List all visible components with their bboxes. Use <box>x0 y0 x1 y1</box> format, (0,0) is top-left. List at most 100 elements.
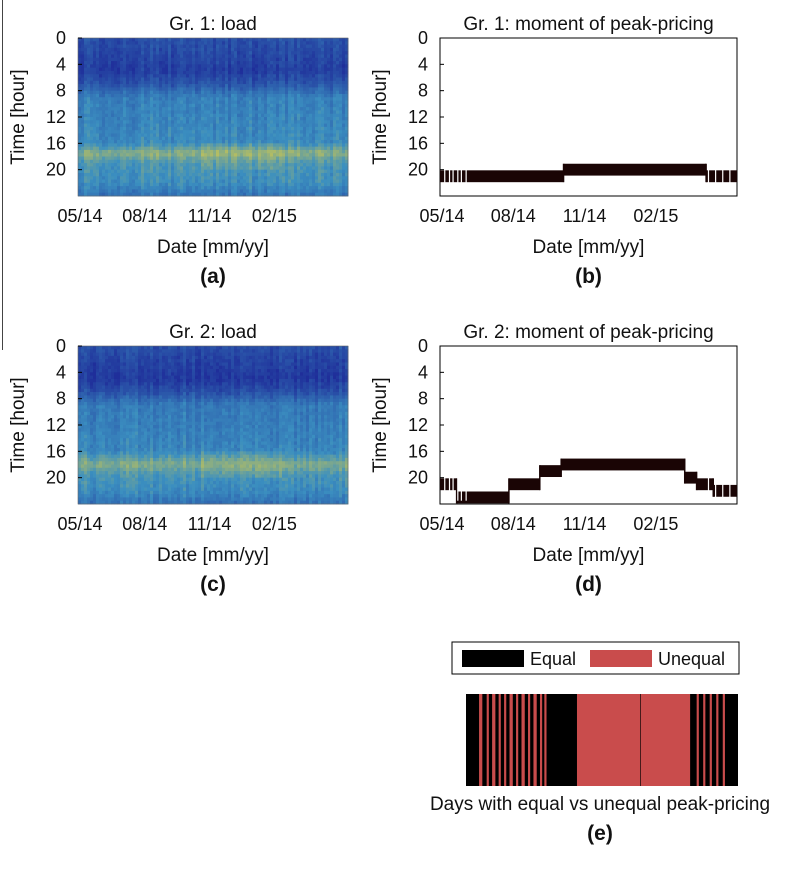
heatmap-cell <box>114 156 118 161</box>
heatmap-cell <box>345 133 349 138</box>
heatmap-cell <box>273 120 277 124</box>
heatmap-cell <box>99 156 103 161</box>
heatmap-cell <box>330 182 334 187</box>
heatmap-cell <box>183 80 187 85</box>
heatmap-cell <box>237 133 241 138</box>
heatmap-cell <box>120 133 124 138</box>
heatmap-cell <box>342 90 346 95</box>
heatmap-cell <box>204 153 208 157</box>
heatmap-cell <box>219 61 223 65</box>
heatmap-cell <box>168 57 172 62</box>
heatmap-cell <box>312 123 316 128</box>
heatmap-cell <box>276 100 280 105</box>
heatmap-cell <box>108 415 112 419</box>
heatmap-cell <box>192 136 196 141</box>
heatmap-cell <box>102 359 106 363</box>
heatmap-cell <box>231 70 235 75</box>
heatmap-cell <box>270 166 274 171</box>
heatmap-cell <box>258 140 262 144</box>
heatmap-cell <box>84 103 88 108</box>
heatmap-cell <box>78 156 82 161</box>
heatmap-cell <box>168 186 172 190</box>
heatmap-cell <box>225 159 229 164</box>
heatmap-cell <box>99 90 103 95</box>
heatmap-cell <box>171 192 175 197</box>
heatmap-cell <box>336 44 340 49</box>
heatmap-cell <box>183 51 187 55</box>
heatmap-cell <box>315 67 319 72</box>
heatmap-cell <box>264 41 268 45</box>
heatmap-cell <box>309 61 313 65</box>
heatmap-cell <box>213 179 217 184</box>
panel-label: (b) <box>575 265 602 288</box>
heatmap-cell <box>99 87 103 92</box>
heatmap-cell <box>318 172 322 177</box>
heatmap-cell <box>114 117 118 121</box>
heatmap-cell <box>327 140 331 144</box>
heatmap-cell <box>228 67 232 72</box>
heatmap-cell <box>135 54 139 59</box>
heatmap-cell <box>189 84 193 88</box>
heatmap-cell <box>255 93 259 98</box>
heatmap-cell <box>345 149 349 154</box>
heatmap-cell <box>267 179 271 184</box>
heatmap-cell <box>300 146 304 151</box>
heatmap-cell <box>258 179 262 184</box>
heatmap-cell <box>201 172 205 177</box>
heatmap-cell <box>324 93 328 98</box>
heatmap-cell <box>291 146 295 151</box>
heatmap-cell <box>333 103 337 108</box>
heatmap-cell <box>255 103 259 108</box>
heatmap-cell <box>264 64 268 69</box>
heatmap-cell <box>141 153 145 157</box>
heatmap-cell <box>102 382 106 386</box>
heatmap-cell <box>117 84 121 88</box>
heatmap-cell <box>177 123 181 128</box>
heatmap-cell <box>285 84 289 88</box>
heatmap-cell <box>108 97 112 101</box>
heatmap-cell <box>102 176 106 180</box>
heatmap-cell <box>189 44 193 49</box>
heatmap-cell <box>306 74 310 78</box>
heatmap-cell <box>87 464 91 469</box>
heatmap-cell <box>102 401 106 406</box>
heatmap-cell <box>147 166 151 171</box>
heatmap-cell <box>273 67 277 72</box>
heatmap-cell <box>339 159 343 164</box>
heatmap-cell <box>294 192 298 197</box>
heatmap-cell <box>228 51 232 55</box>
heatmap-cell <box>255 182 259 187</box>
heatmap-cell <box>321 97 325 101</box>
heatmap-cell <box>150 100 154 105</box>
heatmap-cell <box>171 87 175 92</box>
heatmap-cell <box>324 156 328 161</box>
heatmap-cell <box>93 140 97 144</box>
heatmap-cell <box>240 126 244 131</box>
heatmap-cell <box>99 490 103 495</box>
heatmap-cell <box>90 362 94 367</box>
heatmap-cell <box>219 149 223 154</box>
heatmap-cell <box>264 172 268 177</box>
heatmap-cell <box>114 51 118 55</box>
heatmap-cell <box>90 369 94 373</box>
heatmap-cell <box>147 156 151 161</box>
heatmap-cell <box>144 103 148 108</box>
heatmap-cell <box>81 149 85 154</box>
heatmap-cell <box>273 87 277 92</box>
heatmap-cell <box>339 97 343 101</box>
heatmap-cell <box>246 74 250 78</box>
heatmap-cell <box>81 378 85 383</box>
heatmap-cell <box>105 159 109 164</box>
heatmap-cell <box>159 143 163 148</box>
heatmap-cell <box>303 117 307 121</box>
heatmap-cell <box>240 93 244 98</box>
heatmap-cell <box>276 192 280 197</box>
heatmap-cell <box>165 126 169 131</box>
y-tick-label: 12 <box>46 107 66 127</box>
heatmap-cell <box>216 133 220 138</box>
heatmap-cell <box>234 153 238 157</box>
heatmap-cell <box>111 90 115 95</box>
heatmap-cell <box>96 415 100 419</box>
heatmap-cell <box>144 133 148 138</box>
heatmap-cell <box>156 166 160 171</box>
